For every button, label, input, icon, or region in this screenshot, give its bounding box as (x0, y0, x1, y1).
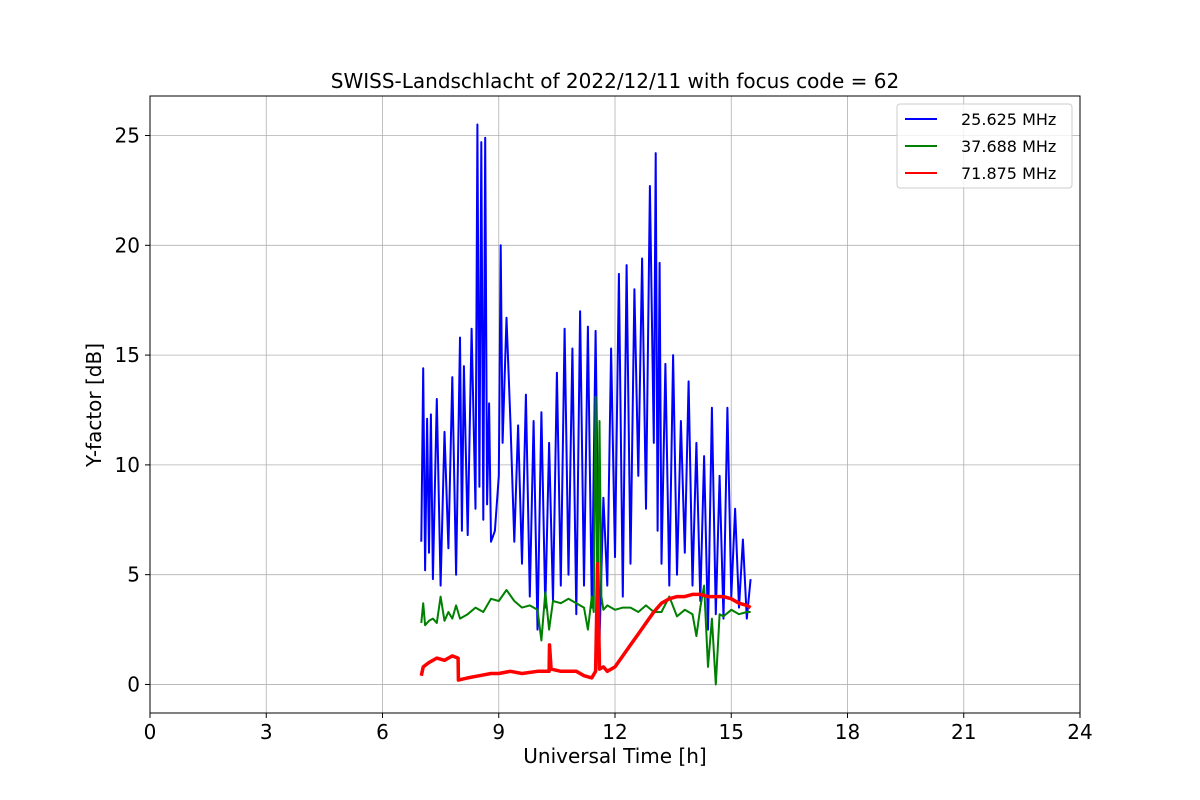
y-tick-label: 10 (115, 453, 140, 477)
y-tick-label: 0 (127, 672, 140, 696)
x-tick-label: 21 (951, 720, 976, 744)
x-tick-label: 12 (602, 720, 627, 744)
y-tick-label: 15 (115, 343, 140, 367)
series-line-1 (420, 395, 751, 686)
x-tick-label: 18 (835, 720, 860, 744)
legend-box (896, 103, 1073, 189)
legend: 25.625 MHz 37.688 MHz 71.875 MHz (896, 103, 1073, 189)
x-axis-label: Universal Time [h] (523, 744, 706, 768)
x-tick-label: 9 (492, 720, 505, 744)
x-tick-label: 6 (376, 720, 389, 744)
x-tick-label: 0 (144, 720, 157, 744)
legend-label-1: 37.688 MHz (961, 137, 1056, 156)
x-tick-label: 3 (260, 720, 273, 744)
chart-title: SWISS-Landschlacht of 2022/12/11 with fo… (331, 69, 899, 93)
y-axis-label: Y-factor [dB] (82, 343, 106, 468)
y-tick-label: 25 (115, 124, 140, 148)
y-tick-label: 5 (127, 563, 140, 587)
series-layer (419, 123, 752, 686)
x-tick-label: 24 (1067, 720, 1092, 744)
tick-layer: 0 3 6 9 12 15 18 21 24 0 5 10 15 20 25 (115, 124, 1093, 744)
legend-label-2: 71.875 MHz (961, 164, 1056, 183)
x-tick-label: 15 (719, 720, 744, 744)
legend-label-0: 25.625 MHz (961, 110, 1056, 129)
series-line-2 (419, 561, 752, 682)
series-line-0 (420, 123, 752, 642)
y-tick-label: 20 (115, 233, 140, 257)
grid-layer (149, 96, 1081, 713)
